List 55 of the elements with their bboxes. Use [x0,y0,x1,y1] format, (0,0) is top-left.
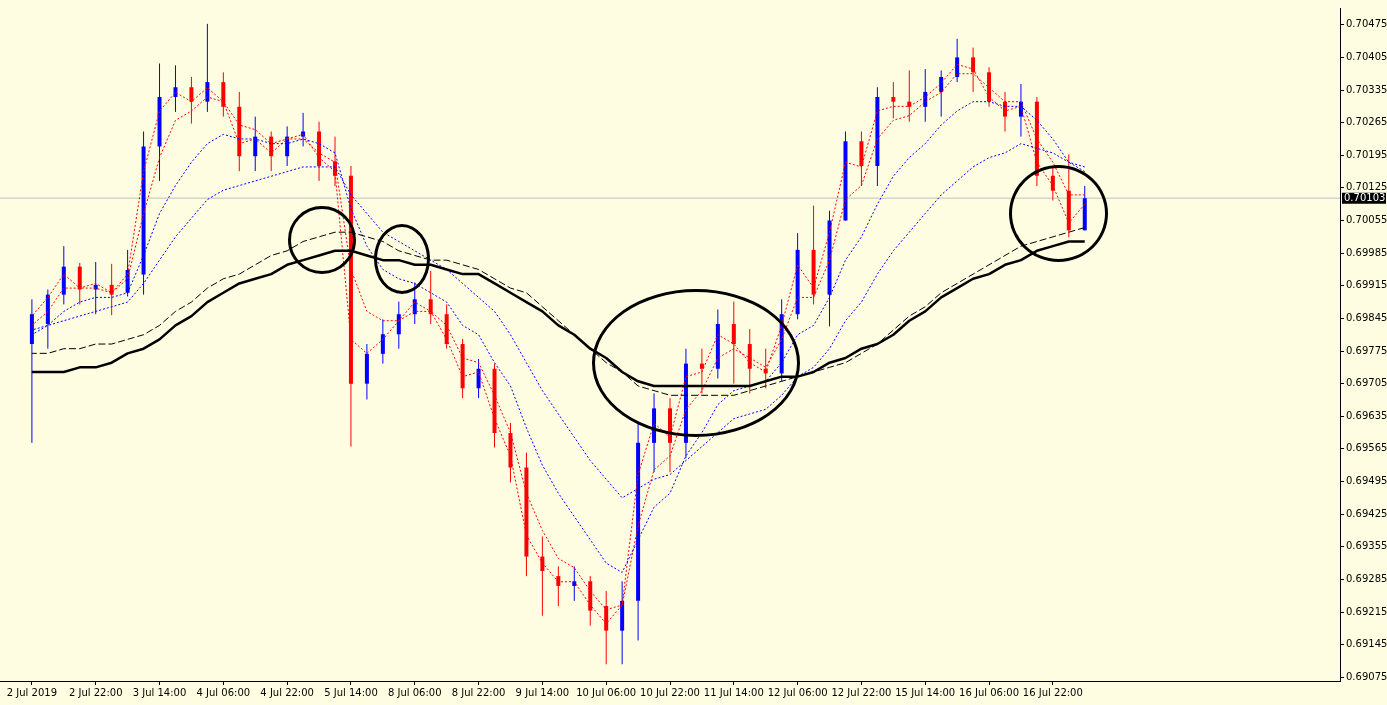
x-tick-label: 3 Jul 14:00 [132,686,187,698]
y-tick-label: 0.69495 [1346,475,1387,487]
x-tick-label: 10 Jul 22:00 [640,686,700,698]
x-tick-label: 9 Jul 14:00 [515,686,570,698]
x-tick-label: 4 Jul 06:00 [196,686,251,698]
y-tick-label: 0.69845 [1346,311,1387,323]
y-tick-label: 0.69985 [1346,246,1387,258]
x-tick-label: 10 Jul 06:00 [576,686,637,698]
candlestick [428,270,433,325]
y-tick-label: 0.70475 [1346,18,1387,30]
x-tick-label: 11 Jul 14:00 [703,686,764,698]
y-tick-label: 0.70335 [1346,83,1387,95]
y-tick-label: 0.70195 [1346,148,1387,160]
x-tick-label: 8 Jul 22:00 [451,686,506,698]
y-tick-label: 0.69075 [1346,670,1387,682]
candlestick [891,81,896,119]
candlestick [939,69,944,118]
candlestick [1003,91,1007,133]
x-tick-label: 12 Jul 22:00 [831,686,892,698]
y-tick-label: 0.69565 [1346,442,1387,454]
candlestick [412,282,417,325]
x-tick-label: 16 Jul 06:00 [959,686,1020,698]
x-tick-label: 2 Jul 2019 [6,686,58,698]
y-tick-label: 0.69705 [1346,377,1387,389]
y-tick-label: 0.70405 [1346,51,1387,62]
candlestick [109,263,114,316]
candlestick [253,116,258,172]
x-tick-label: 5 Jul 14:00 [324,686,378,698]
candlestick [205,23,210,113]
y-tick-label: 0.70055 [1346,214,1387,226]
y-tick-label: 0.69775 [1346,344,1387,356]
candlestick [77,262,82,305]
x-tick-label: 15 Jul 14:00 [895,686,956,698]
x-tick-label: 8 Jul 06:00 [387,686,442,698]
y-tick-label: 0.69425 [1346,507,1387,519]
x-tick-label: 16 Jul 22:00 [1022,686,1083,698]
y-tick-label: 0.70125 [1346,181,1387,193]
candlestick [396,301,401,350]
y-tick-label: 0.70265 [1346,116,1387,128]
x-tick-label: 4 Jul 22:00 [260,686,314,698]
ref-line-label: 0.70103 [1344,191,1386,203]
y-tick-label: 0.69285 [1346,572,1387,584]
candlestick [189,76,194,125]
y-tick-label: 0.69635 [1346,409,1387,421]
x-tick-label: 2 Jul 22:00 [68,686,123,698]
y-tick-label: 0.69355 [1346,540,1387,552]
candlestick [955,38,960,83]
y-tick-label: 0.69145 [1346,638,1387,650]
y-tick-label: 0.69915 [1346,279,1387,291]
candlestick [731,301,736,385]
candlestick [556,565,561,607]
candlestick [380,318,385,365]
candlestick [173,64,178,113]
y-tick-label: 0.69215 [1346,605,1387,617]
x-tick-label: 12 Jul 06:00 [767,686,828,698]
